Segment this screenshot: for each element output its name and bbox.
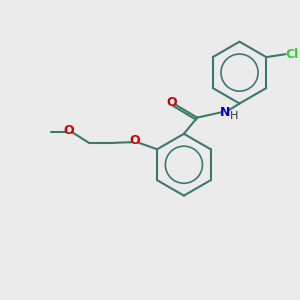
Text: O: O (129, 134, 140, 147)
Text: O: O (166, 96, 177, 110)
Text: O: O (63, 124, 74, 136)
Text: H: H (230, 111, 238, 121)
Text: Cl: Cl (285, 48, 298, 61)
Text: N: N (220, 106, 230, 119)
